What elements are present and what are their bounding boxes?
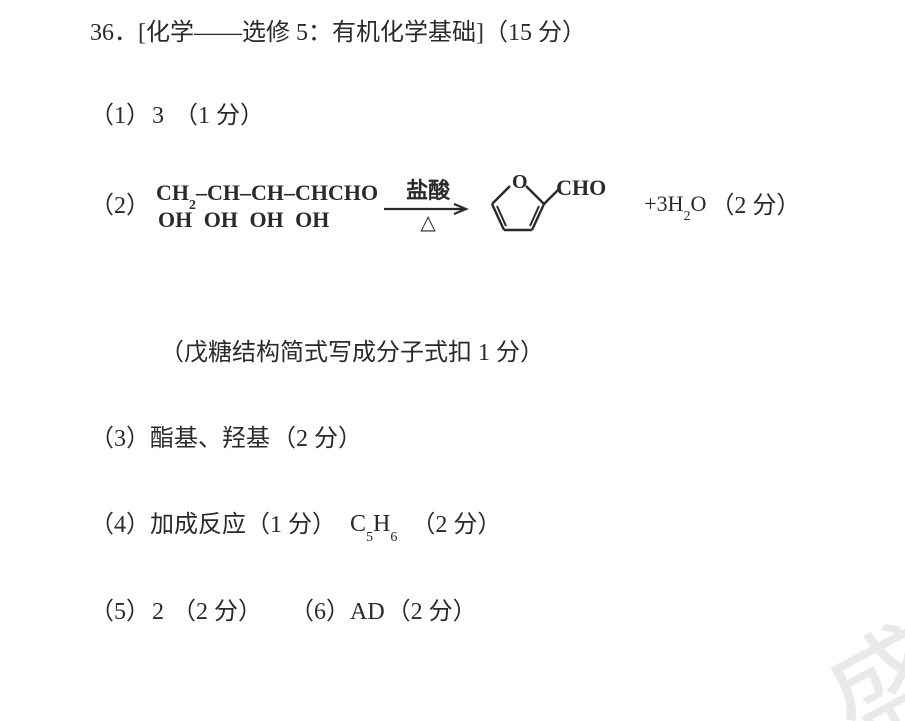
reactant-rest: –CH–CH–CHCHO: [196, 180, 378, 205]
question-title-text: [化学——选修 5：有机化学基础]（15 分）: [138, 18, 586, 49]
question-number: 36．: [90, 18, 138, 49]
q6-label: （6）: [290, 597, 350, 628]
q4-h: H: [373, 511, 390, 537]
answer-4: （4） 加成反应 （1 分） C5H6 （2 分）: [90, 509, 860, 543]
q5-label: （5）: [90, 597, 150, 628]
q4-5: 5: [366, 530, 373, 545]
q4-6: 6: [390, 530, 397, 545]
answer-3: （3） 酯基、羟基 （2 分）: [90, 424, 860, 455]
q6-answer: AD: [350, 597, 385, 628]
arrow-condition-bottom: △: [420, 210, 435, 236]
svg-text:O: O: [512, 174, 528, 193]
q5-answer: 2: [152, 597, 164, 628]
reactant-carbon-chain: CH2–CH–CH–CHCHO: [156, 180, 378, 205]
q4-answer1: 加成反应: [150, 510, 246, 541]
q4-label: （4）: [90, 510, 150, 541]
reactant-sub2: 2: [189, 198, 196, 213]
question-title: 36． [化学——选修 5：有机化学基础]（15 分）: [90, 18, 860, 49]
reactant-oh-row: OH OH OH OH: [158, 209, 329, 231]
reaction-equation: CH2–CH–CH–CHCHO OH OH OH OH 盐酸 △: [156, 174, 800, 238]
q6-score: （2 分）: [387, 597, 477, 628]
plus-water: +3H2O: [644, 190, 706, 223]
q3-answer: 酯基、羟基: [150, 424, 270, 455]
answer-content: 36． [化学——选修 5：有机化学基础]（15 分） （1） 3 （1 分） …: [90, 18, 860, 628]
q2-note-text: （戊糖结构简式写成分子式扣 1 分）: [160, 338, 544, 369]
q1-answer: 3: [152, 101, 164, 132]
q1-label: （1）: [90, 101, 150, 132]
q3-label: （3）: [90, 424, 150, 455]
q3-score: （2 分）: [272, 424, 362, 455]
q4-c: C: [350, 511, 366, 537]
answer-5-6: （5） 2 （2 分） （6） AD （2 分）: [90, 597, 860, 628]
answer-1: （1） 3 （1 分）: [90, 101, 860, 132]
reaction-arrow-block: 盐酸 △: [384, 177, 472, 236]
answer-2: （2） CH2–CH–CH–CHCHO OH OH OH OH 盐酸 △: [90, 174, 860, 238]
reactant-ch: CH: [156, 180, 189, 205]
q4-formula: C5H6: [350, 509, 397, 543]
q2-label: （2）: [90, 191, 150, 222]
plus-3h: +3H: [644, 191, 683, 216]
q4-score2: （2 分）: [411, 510, 501, 541]
furan-ring-icon: O: [482, 174, 558, 238]
q2-note: （戊糖结构简式写成分子式扣 1 分）: [160, 338, 860, 369]
q5-score: （2 分）: [172, 597, 262, 628]
reactant-structure: CH2–CH–CH–CHCHO OH OH OH OH: [156, 182, 378, 231]
q1-score: （1 分）: [174, 101, 264, 132]
product-structure: O CHO: [482, 174, 610, 238]
water-sub: 2: [684, 209, 691, 224]
product-cho-label: CHO: [556, 174, 606, 203]
reactant-oh-text: OH OH OH OH: [158, 207, 329, 232]
water-o: O: [691, 191, 707, 216]
q2-score: （2 分）: [710, 191, 800, 222]
q4-score1: （1 分）: [246, 510, 336, 541]
